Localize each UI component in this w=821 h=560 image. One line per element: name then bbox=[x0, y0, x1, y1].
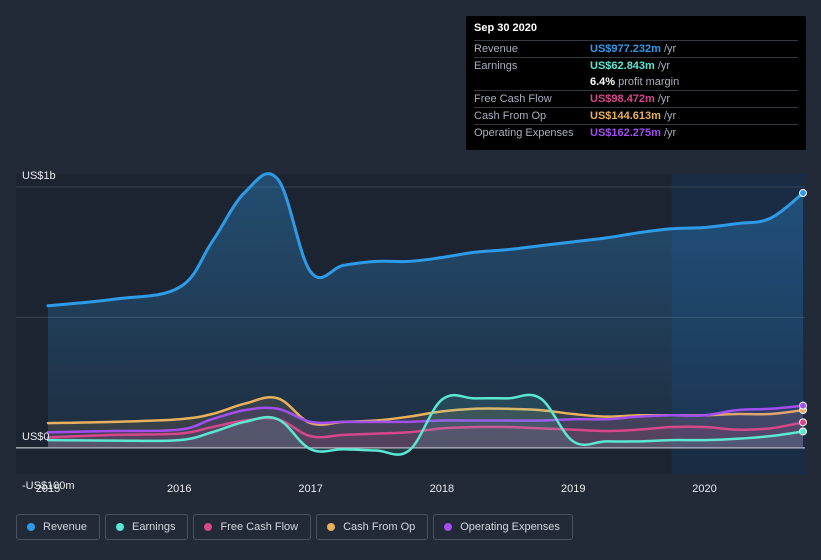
tooltip-row-unit: /yr bbox=[663, 110, 677, 122]
tooltip-row-label: Revenue bbox=[474, 43, 519, 55]
tooltip-row-unit: /yr bbox=[657, 60, 671, 72]
tooltip-row-unit: /yr bbox=[663, 127, 677, 139]
legend-label: Earnings bbox=[132, 521, 176, 533]
tooltip-row: Cash From Op US$144.613m/yr bbox=[474, 107, 798, 124]
tooltip-panel: Sep 30 2020 Revenue US$977.232m/yr Earning… bbox=[466, 16, 806, 150]
tooltip-row: Free Cash Flow US$98.472m/yr bbox=[474, 90, 798, 107]
tooltip-row-label bbox=[474, 74, 590, 90]
legend: Revenue Earnings Free Cash Flow Cash From O… bbox=[16, 514, 578, 542]
x-tick-label: 2018 bbox=[430, 483, 454, 495]
revenue-endpoint bbox=[799, 189, 807, 198]
tooltip-row-value: 6.4% bbox=[590, 76, 616, 88]
legend-item-revenue[interactable]: Revenue bbox=[16, 514, 101, 540]
legend-dot-icon bbox=[444, 523, 453, 531]
operating-expenses-line bbox=[46, 404, 805, 434]
free-cash-flow-endpoint bbox=[799, 418, 807, 427]
tooltip-row-label: Earnings bbox=[474, 60, 518, 72]
legend-dot-icon bbox=[116, 523, 125, 531]
tooltip-row-value: US$144.613m bbox=[590, 110, 661, 122]
tooltip-row-value: US$162.275m bbox=[590, 127, 661, 139]
legend-dot-icon bbox=[204, 523, 213, 531]
earnings-line bbox=[46, 393, 805, 456]
x-tick-label: 2019 bbox=[561, 483, 585, 495]
tooltip-row-label: Free Cash Flow bbox=[474, 93, 552, 105]
y-tick-label: -US$100m bbox=[22, 480, 75, 492]
legend-label: Cash From Op bbox=[343, 521, 416, 533]
tooltip-date: Sep 30 2020 bbox=[474, 22, 537, 34]
tooltip-row: Earnings US$62.843m/yr bbox=[474, 57, 798, 74]
legend-label: Revenue bbox=[43, 521, 88, 533]
y-tick-label: US$1b bbox=[22, 170, 56, 182]
tooltip-row-value: US$977.232m bbox=[590, 43, 661, 55]
operating-expenses-endpoint bbox=[799, 401, 807, 410]
legend-item-free-cash-flow[interactable]: Free Cash Flow bbox=[193, 514, 312, 540]
tooltip-row-label: Cash From Op bbox=[474, 110, 547, 122]
free-cash-flow-line bbox=[46, 416, 805, 439]
tooltip-row-value: US$98.472m bbox=[590, 93, 655, 105]
tooltip-row: 6.4% profit margin bbox=[474, 74, 798, 90]
tooltip-row-value: US$62.843m bbox=[590, 60, 655, 72]
tooltip-row-label: Operating Expenses bbox=[474, 127, 574, 139]
x-tick-label: 2015 bbox=[36, 483, 60, 495]
revenue-line bbox=[46, 172, 805, 308]
tooltip-row-unit: /yr bbox=[657, 93, 671, 105]
earnings-area bbox=[48, 394, 803, 455]
tooltip-row: Revenue US$977.232m/yr bbox=[474, 40, 798, 57]
legend-label: Free Cash Flow bbox=[220, 521, 299, 533]
series-layer bbox=[46, 172, 807, 456]
x-tick-label: 2016 bbox=[167, 483, 191, 495]
tooltip-row: Operating Expenses US$162.275m/yr bbox=[474, 124, 798, 141]
legend-dot-icon bbox=[327, 523, 336, 531]
legend-dot-icon bbox=[27, 523, 35, 531]
x-tick-label: 2017 bbox=[298, 483, 322, 495]
x-tick-label: 2020 bbox=[692, 483, 716, 495]
legend-label: Operating Expenses bbox=[460, 521, 560, 533]
legend-item-earnings[interactable]: Earnings bbox=[105, 514, 189, 540]
legend-item-operating-expenses[interactable]: Operating Expenses bbox=[433, 514, 573, 540]
tooltip-row-unit: profit margin bbox=[618, 76, 680, 88]
legend-item-cash-from-op[interactable]: Cash From Op bbox=[316, 514, 429, 540]
earnings-endpoint bbox=[799, 427, 807, 436]
tooltip-row-unit: /yr bbox=[663, 43, 677, 55]
revenue-area bbox=[48, 173, 803, 448]
y-tick-label: US$0 bbox=[22, 431, 50, 443]
